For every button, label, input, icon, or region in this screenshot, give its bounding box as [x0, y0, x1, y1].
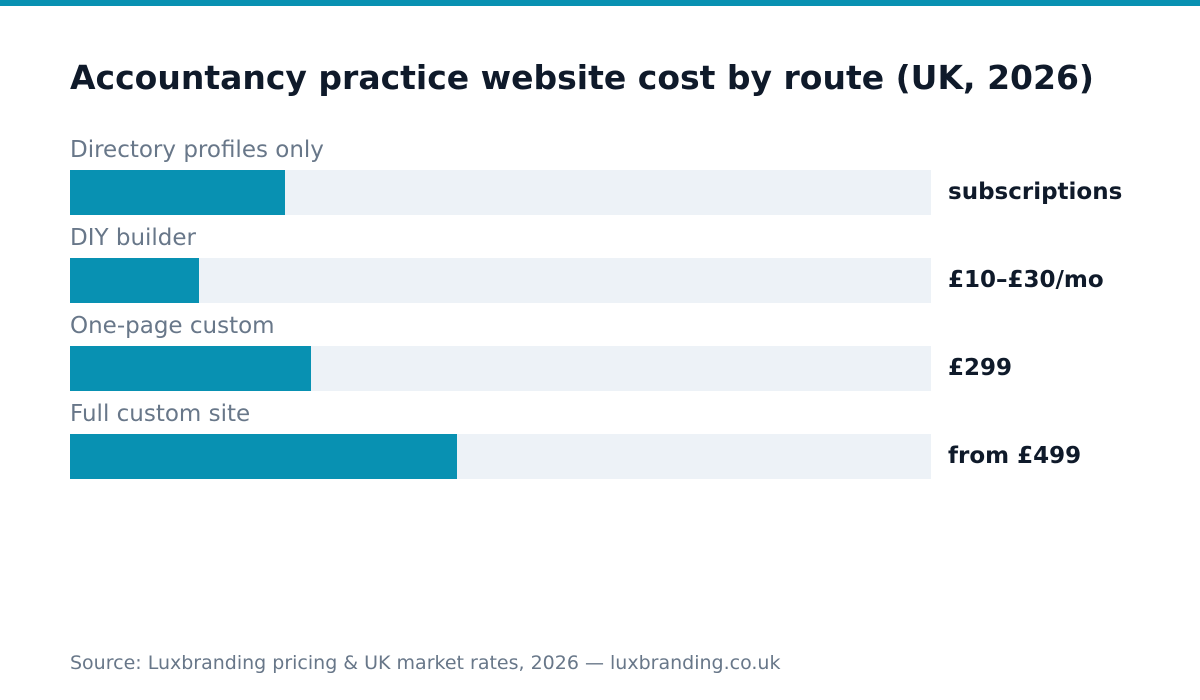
data-label: subscriptions: [948, 179, 1123, 205]
bar-row: Directory profiles only subscriptions: [70, 130, 1170, 218]
category-label: Directory profiles only: [70, 137, 324, 163]
bar-track: [70, 434, 931, 479]
bar-fill: [70, 258, 199, 303]
bar-row: Full custom site from £499: [70, 394, 1170, 482]
bar-fill: [70, 170, 285, 215]
bar-track: [70, 170, 931, 215]
bar-fill: [70, 434, 457, 479]
category-label: One-page custom: [70, 313, 275, 339]
data-label: from £499: [948, 443, 1082, 469]
bar-row: DIY builder £10–£30/mo: [70, 218, 1170, 306]
chart-title: Accountancy practice website cost by rou…: [70, 58, 1094, 97]
category-label: Full custom site: [70, 401, 251, 427]
data-label: £299: [948, 355, 1013, 381]
bar-track: [70, 258, 931, 303]
bar-track: [70, 346, 931, 391]
bar-fill: [70, 346, 311, 391]
category-label: DIY builder: [70, 225, 197, 251]
accent-top-bar: [0, 0, 1200, 6]
source-note: Source: Luxbranding pricing & UK market …: [70, 652, 781, 674]
bar-row: One-page custom £299: [70, 306, 1170, 394]
bar-chart: Directory profiles only subscriptions DI…: [70, 130, 1170, 490]
data-label: £10–£30/mo: [948, 267, 1104, 293]
